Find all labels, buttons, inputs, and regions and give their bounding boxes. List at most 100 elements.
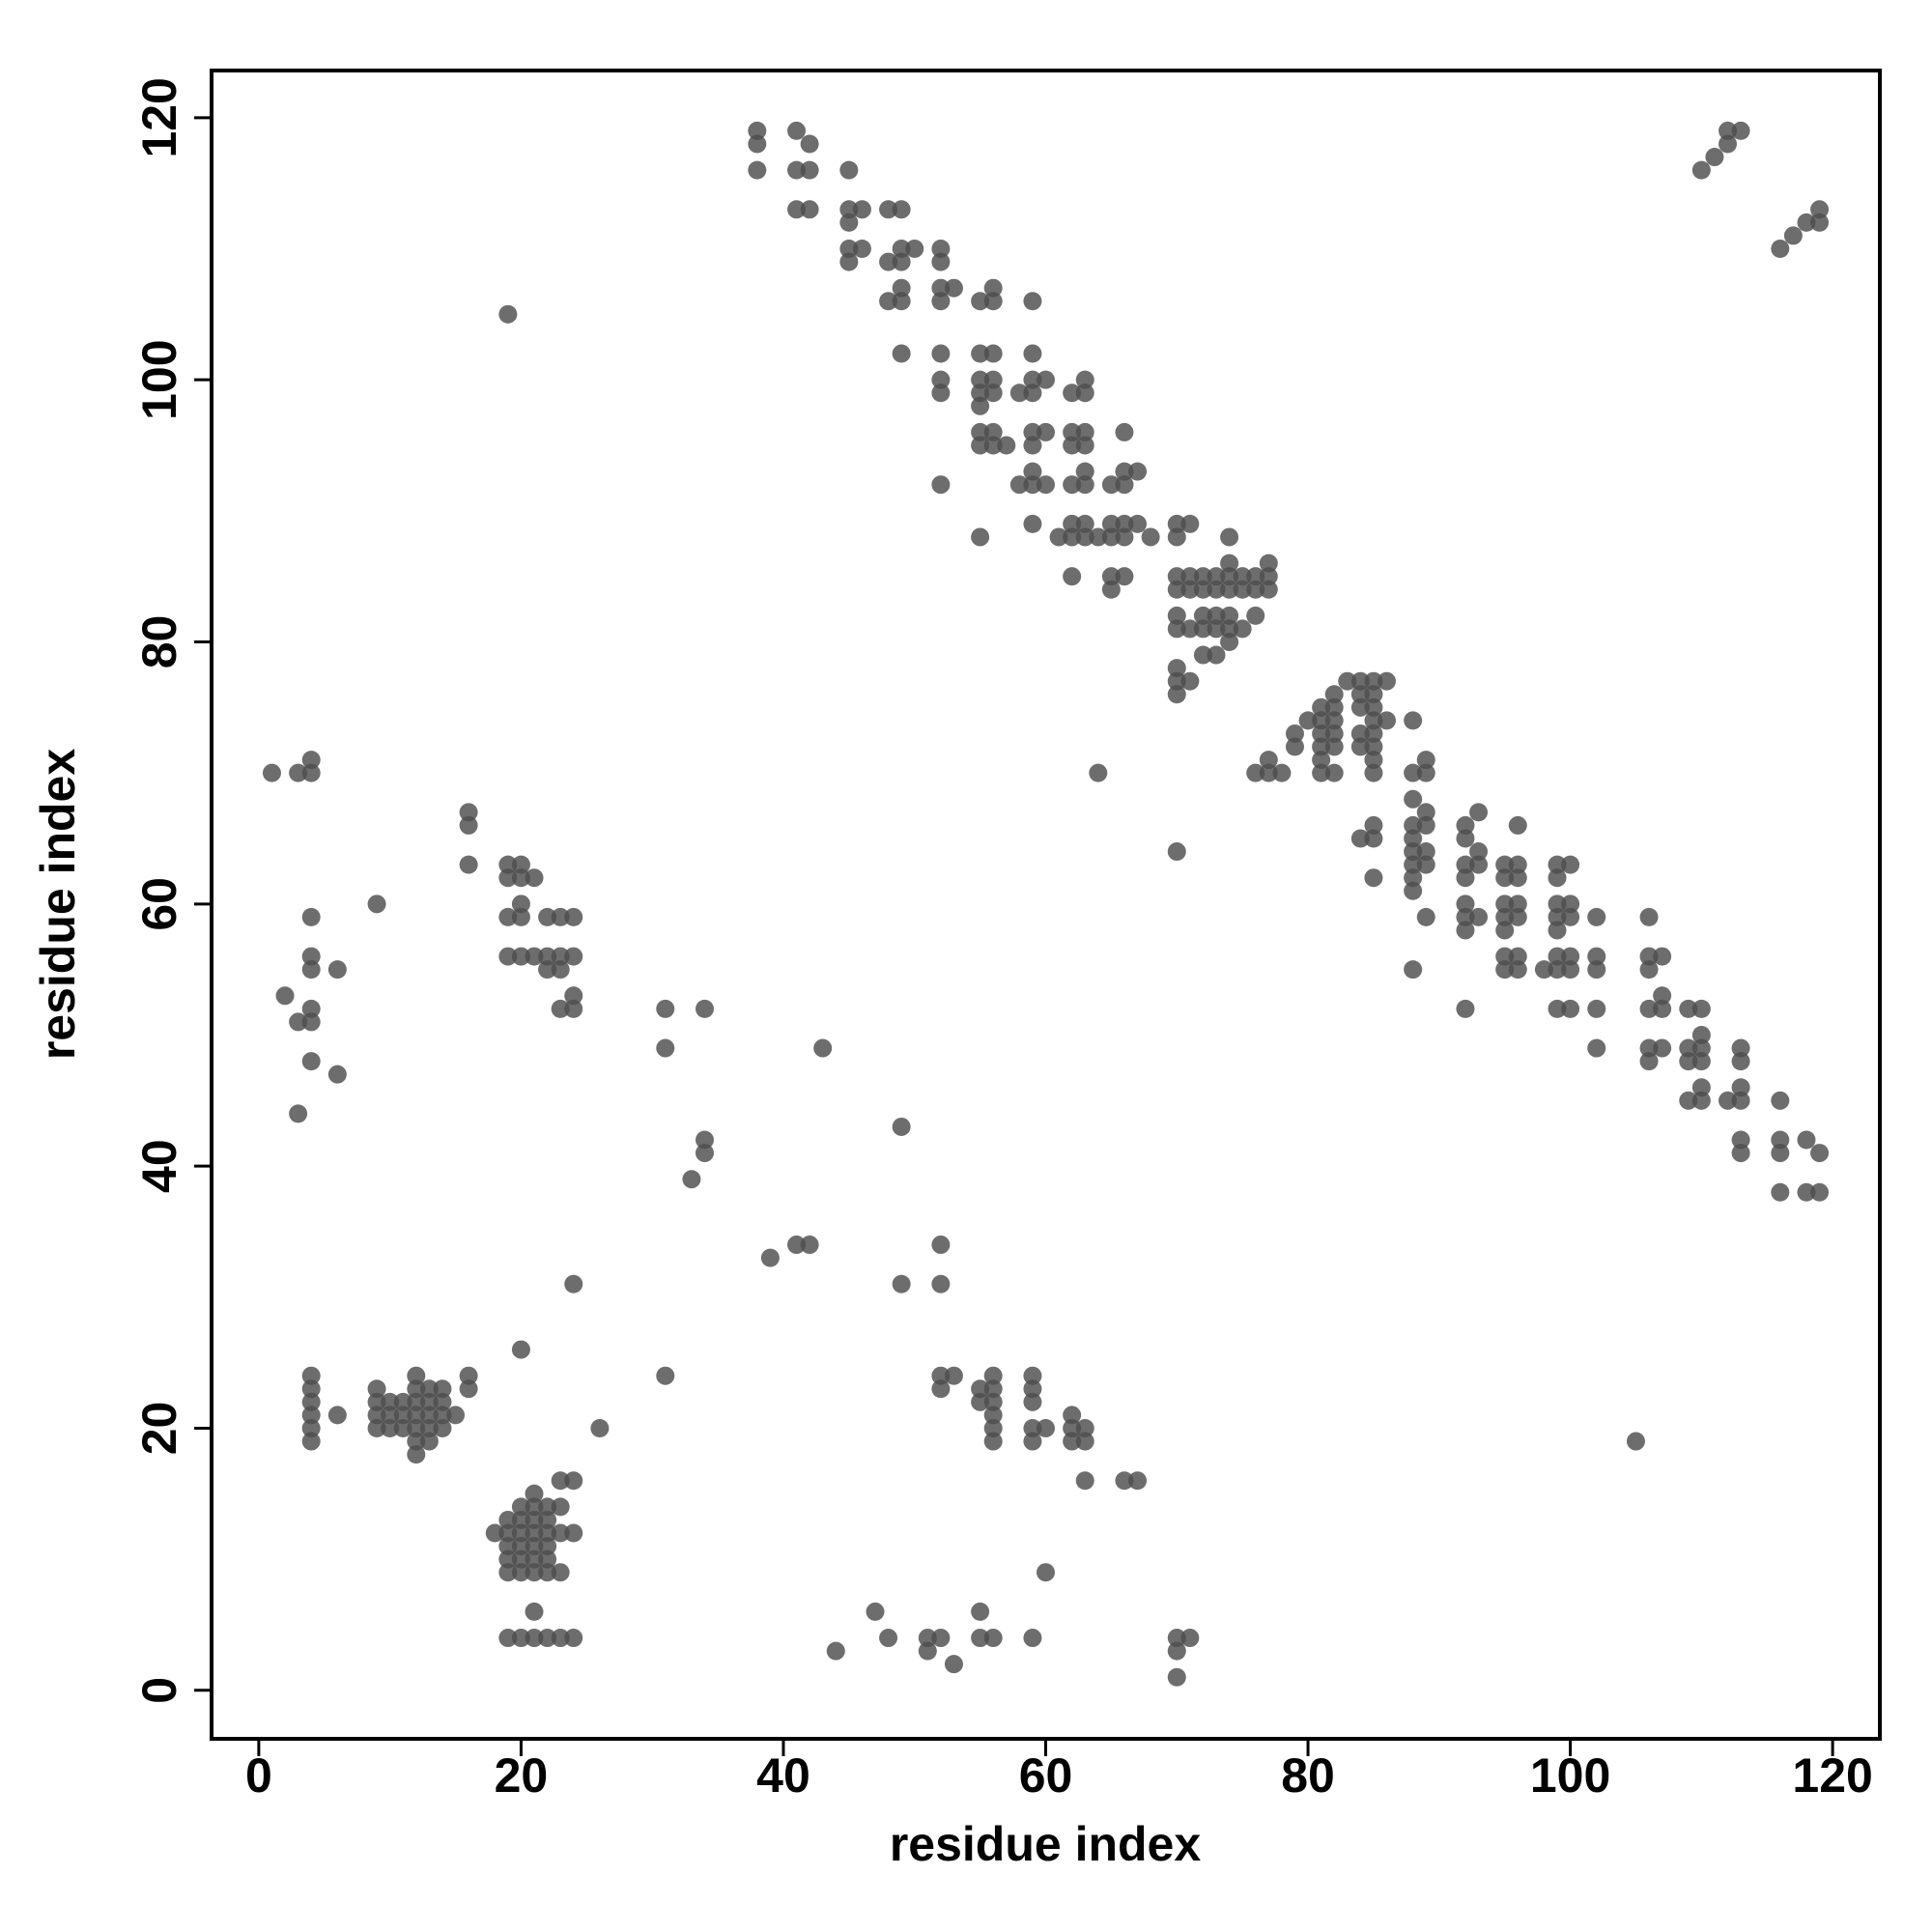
contact-point: [1364, 829, 1383, 848]
contact-point: [498, 1537, 518, 1556]
contact-point: [538, 1497, 557, 1517]
contact-point: [1312, 751, 1331, 770]
contact-point: [1691, 160, 1711, 180]
contact-point: [1220, 567, 1239, 586]
contact-point: [931, 1379, 951, 1399]
contact-point: [983, 370, 1003, 389]
contact-point: [1364, 737, 1383, 756]
y-tick-label: 40: [132, 1139, 186, 1193]
contact-point: [1495, 868, 1515, 888]
contact-point: [1534, 960, 1553, 980]
contact-point: [656, 1366, 675, 1385]
contact-point: [1810, 200, 1830, 219]
contact-point: [1495, 921, 1515, 940]
contact-point: [1023, 475, 1042, 495]
contact-point: [1075, 475, 1094, 495]
contact-point: [1404, 815, 1423, 835]
contact-point: [407, 1432, 426, 1451]
contact-point: [839, 213, 859, 232]
contact-point: [826, 1641, 845, 1661]
contact-point: [407, 1406, 426, 1425]
contact-point: [1587, 947, 1606, 966]
contact-point: [1679, 1038, 1698, 1058]
contact-point: [983, 344, 1003, 363]
contact-point: [1548, 855, 1567, 874]
contact-point: [1167, 580, 1186, 599]
contact-point: [1561, 895, 1580, 914]
contact-point: [407, 1366, 426, 1385]
contact-point: [1023, 1418, 1042, 1437]
contact-point: [1324, 711, 1344, 730]
contact-point: [1364, 815, 1383, 835]
contact-point: [1548, 999, 1567, 1018]
contact-point: [1063, 514, 1082, 533]
contact-point: [1404, 829, 1423, 848]
contact-point: [1416, 842, 1435, 862]
contact-point: [1456, 895, 1475, 914]
contact-point: [892, 1274, 911, 1293]
contact-point: [1548, 907, 1567, 926]
contact-point: [511, 855, 530, 874]
contact-point: [879, 1629, 898, 1648]
contact-point: [1312, 737, 1331, 756]
contact-point: [381, 1418, 400, 1437]
contact-point: [931, 370, 951, 389]
contact-point: [1364, 763, 1383, 782]
contact-point: [1259, 554, 1278, 573]
contact-point: [931, 292, 951, 311]
contact-point: [1495, 960, 1515, 980]
contact-point: [1115, 422, 1134, 441]
contact-point: [1508, 868, 1527, 888]
contact-point: [1180, 619, 1200, 639]
contact-point: [1115, 462, 1134, 481]
contact-point: [1691, 1052, 1711, 1071]
contact-point: [1404, 789, 1423, 809]
contact-point: [1037, 422, 1055, 441]
contact-point: [1691, 999, 1711, 1018]
y-tick-label: 20: [132, 1402, 186, 1456]
contact-point: [892, 252, 911, 271]
contact-point: [1233, 619, 1252, 639]
contact-point: [551, 1497, 570, 1517]
contact-point: [1207, 645, 1226, 665]
contact-point: [852, 200, 871, 219]
contact-point: [1023, 370, 1042, 389]
contact-point: [1416, 815, 1435, 835]
contact-point: [1115, 475, 1134, 495]
contact-point: [839, 160, 859, 180]
contact-point: [511, 1549, 530, 1569]
contact-point: [1246, 763, 1265, 782]
contact-point: [511, 1537, 530, 1556]
contact-point: [498, 1523, 518, 1543]
contact-point: [1023, 1392, 1042, 1411]
y-axis-title: residue index: [31, 749, 85, 1061]
contact-point: [1115, 567, 1134, 586]
x-tick-label: 60: [1019, 1748, 1073, 1803]
contact-point: [931, 344, 951, 363]
x-tick-label: 40: [756, 1748, 810, 1803]
contact-point: [787, 121, 807, 140]
contact-point: [787, 160, 807, 180]
contact-point: [301, 947, 321, 966]
contact-point: [407, 1379, 426, 1399]
contact-point: [1246, 567, 1265, 586]
contact-point: [1220, 554, 1239, 573]
contact-point: [1233, 567, 1252, 586]
contact-point: [525, 1510, 544, 1529]
contact-point: [301, 1392, 321, 1411]
contact-point: [590, 1418, 610, 1437]
contact-point: [983, 1418, 1003, 1437]
contact-point: [538, 1563, 557, 1582]
contact-point: [931, 475, 951, 495]
contact-point: [971, 1392, 990, 1411]
contact-point: [1731, 1038, 1750, 1058]
contact-point: [983, 1366, 1003, 1385]
contact-point: [367, 1406, 386, 1425]
contact-point: [1456, 907, 1475, 926]
contact-point: [787, 200, 807, 219]
contact-point: [1023, 344, 1042, 363]
contact-point: [511, 907, 530, 926]
contact-point: [511, 868, 530, 888]
contact-point: [1771, 1144, 1790, 1163]
contact-point: [1167, 1629, 1186, 1648]
